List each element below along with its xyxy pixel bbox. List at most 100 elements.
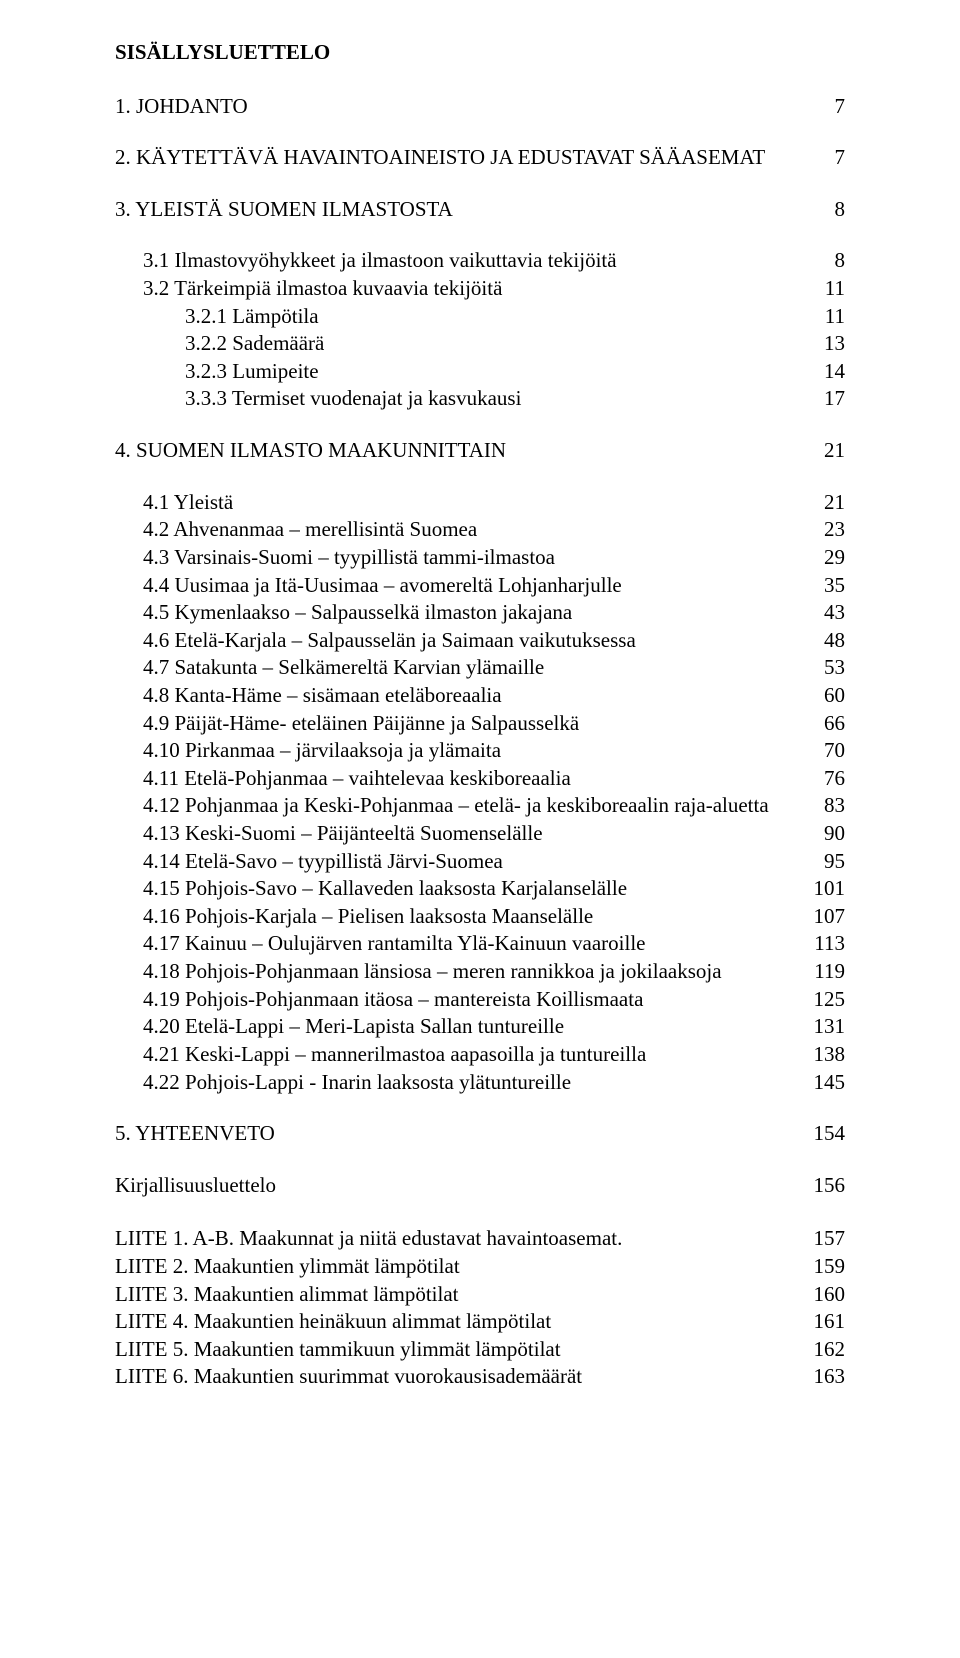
toc-label: 4.13 Keski-Suomi – Päijänteeltä Suomense… [143, 821, 812, 847]
toc-row-3-2-2: 3.2.2 Sademäärä 13 [115, 331, 845, 357]
toc-page: 113 [802, 931, 845, 957]
toc-row-l2: LIITE 2. Maakuntien ylimmät lämpötilat 1… [115, 1254, 845, 1280]
toc-label: 4.5 Kymenlaakso – Salpausselkä ilmaston … [143, 600, 812, 626]
toc-row-4-2: 4.2 Ahvenanmaa – merellisintä Suomea 23 [115, 517, 845, 543]
toc-row-4-11: 4.11 Etelä-Pohjanmaa – vaihtelevaa keski… [115, 766, 845, 792]
toc-page: 161 [802, 1309, 846, 1335]
toc-row-4-12: 4.12 Pohjanmaa ja Keski-Pohjanmaa – etel… [115, 793, 845, 819]
toc-label: 3.2 Tärkeimpiä ilmastoa kuvaavia tekijöi… [143, 276, 813, 302]
toc-label: 3. YLEISTÄ SUOMEN ILMASTOSTA [115, 197, 823, 223]
toc-label: 4.14 Etelä-Savo – tyypillistä Järvi-Suom… [143, 849, 812, 875]
toc-label: 4.4 Uusimaa ja Itä-Uusimaa – avomereltä … [143, 573, 812, 599]
toc-label: 3.2.1 Lämpötila [185, 304, 813, 330]
toc-label: 4.12 Pohjanmaa ja Keski-Pohjanmaa – etel… [143, 793, 812, 819]
toc-row-l5: LIITE 5. Maakuntien tammikuun ylimmät lä… [115, 1337, 845, 1363]
toc-label: 4.22 Pohjois-Lappi - Inarin laaksosta yl… [143, 1070, 802, 1096]
toc-row-l1: LIITE 1. A-B. Maakunnat ja niitä edustav… [115, 1226, 845, 1252]
toc-row-4-16: 4.16 Pohjois-Karjala – Pielisen laaksost… [115, 904, 845, 930]
toc-label: 4.16 Pohjois-Karjala – Pielisen laaksost… [143, 904, 802, 930]
toc-page: 35 [812, 573, 845, 599]
toc-page: 29 [812, 545, 845, 571]
toc-page: 107 [802, 904, 846, 930]
toc-label: LIITE 2. Maakuntien ylimmät lämpötilat [115, 1254, 802, 1280]
toc-label: 4.9 Päijät-Häme- eteläinen Päijänne ja S… [143, 711, 812, 737]
toc-label: 4.19 Pohjois-Pohjanmaan itäosa – mantere… [143, 987, 802, 1013]
toc-title: SISÄLLYSLUETTELO [115, 40, 845, 66]
toc-page: 48 [812, 628, 845, 654]
toc-page: 8 [823, 248, 846, 274]
toc-label: 4.21 Keski-Lappi – mannerilmastoa aapaso… [143, 1042, 802, 1068]
toc-page: 66 [812, 711, 845, 737]
toc-page: 21 [812, 490, 845, 516]
toc-label: 4.17 Kainuu – Oulujärven rantamilta Ylä-… [143, 931, 802, 957]
toc-row-3: 3. YLEISTÄ SUOMEN ILMASTOSTA 8 [115, 197, 845, 223]
toc-page: 7 [823, 145, 846, 171]
toc-row-4-1: 4.1 Yleistä 21 [115, 490, 845, 516]
toc-label: LIITE 6. Maakuntien suurimmat vuorokausi… [115, 1364, 802, 1390]
toc-label: Kirjallisuusluettelo [115, 1173, 802, 1199]
toc-page: 156 [802, 1173, 846, 1199]
toc-label: 4.7 Satakunta – Selkämereltä Karvian ylä… [143, 655, 812, 681]
toc-label: 4.3 Varsinais-Suomi – tyypillistä tammi-… [143, 545, 812, 571]
toc-row-4-8: 4.8 Kanta-Häme – sisämaan eteläboreaalia… [115, 683, 845, 709]
toc-page: 53 [812, 655, 845, 681]
toc-page: 163 [802, 1364, 846, 1390]
toc-row-l6: LIITE 6. Maakuntien suurimmat vuorokausi… [115, 1364, 845, 1390]
toc-page: 60 [812, 683, 845, 709]
toc-page: 23 [812, 517, 845, 543]
toc-label: LIITE 5. Maakuntien tammikuun ylimmät lä… [115, 1337, 802, 1363]
toc-page: 90 [812, 821, 845, 847]
toc-row-3-3-3: 3.3.3 Termiset vuodenajat ja kasvukausi … [115, 386, 845, 412]
toc-label: 3.1 Ilmastovyöhykkeet ja ilmastoon vaiku… [143, 248, 823, 274]
toc-label: 2. KÄYTETTÄVÄ HAVAINTOAINEISTO JA EDUSTA… [115, 145, 823, 171]
toc-row-l4: LIITE 4. Maakuntien heinäkuun alimmat lä… [115, 1309, 845, 1335]
toc-row-5: 5. YHTEENVETO 154 [115, 1121, 845, 1147]
toc-row-3-1: 3.1 Ilmastovyöhykkeet ja ilmastoon vaiku… [115, 248, 845, 274]
toc-page: 119 [802, 959, 845, 985]
toc-page: 95 [812, 849, 845, 875]
toc-label: 4.1 Yleistä [143, 490, 812, 516]
toc-label: 3.2.3 Lumipeite [185, 359, 812, 385]
toc-row-4-21: 4.21 Keski-Lappi – mannerilmastoa aapaso… [115, 1042, 845, 1068]
toc-page: 11 [813, 304, 845, 330]
toc-label: 4.11 Etelä-Pohjanmaa – vaihtelevaa keski… [143, 766, 812, 792]
toc-page: 7 [823, 94, 846, 120]
toc-label: 4.8 Kanta-Häme – sisämaan eteläboreaalia [143, 683, 812, 709]
toc-page: 125 [802, 987, 846, 1013]
toc-page: 154 [802, 1121, 846, 1147]
toc-label: 3.3.3 Termiset vuodenajat ja kasvukausi [185, 386, 812, 412]
toc-page: 162 [802, 1337, 846, 1363]
toc-label: LIITE 3. Maakuntien alimmat lämpötilat [115, 1282, 802, 1308]
toc-label: LIITE 1. A-B. Maakunnat ja niitä edustav… [115, 1226, 802, 1252]
toc-page: 101 [802, 876, 846, 902]
toc-label: 5. YHTEENVETO [115, 1121, 802, 1147]
toc-row-4-5: 4.5 Kymenlaakso – Salpausselkä ilmaston … [115, 600, 845, 626]
toc-row-4-9: 4.9 Päijät-Häme- eteläinen Päijänne ja S… [115, 711, 845, 737]
toc-row-4-19: 4.19 Pohjois-Pohjanmaan itäosa – mantere… [115, 987, 845, 1013]
toc-page: 13 [812, 331, 845, 357]
toc-label: 4.6 Etelä-Karjala – Salpausselän ja Saim… [143, 628, 812, 654]
toc-row-4-14: 4.14 Etelä-Savo – tyypillistä Järvi-Suom… [115, 849, 845, 875]
toc-page: 43 [812, 600, 845, 626]
toc-label: 4.18 Pohjois-Pohjanmaan länsiosa – meren… [143, 959, 802, 985]
toc-row-2: 2. KÄYTETTÄVÄ HAVAINTOAINEISTO JA EDUSTA… [115, 145, 845, 171]
toc-page: 131 [802, 1014, 846, 1040]
toc-row-4-7: 4.7 Satakunta – Selkämereltä Karvian ylä… [115, 655, 845, 681]
toc-row-4-15: 4.15 Pohjois-Savo – Kallaveden laaksosta… [115, 876, 845, 902]
toc-row-4-13: 4.13 Keski-Suomi – Päijänteeltä Suomense… [115, 821, 845, 847]
toc-row-4-6: 4.6 Etelä-Karjala – Salpausselän ja Saim… [115, 628, 845, 654]
toc-page: 17 [812, 386, 845, 412]
toc-page: 83 [812, 793, 845, 819]
toc-page: 11 [813, 276, 845, 302]
toc-page: 160 [802, 1282, 846, 1308]
toc-page: 157 [802, 1226, 846, 1252]
toc-page: 21 [812, 438, 845, 464]
toc-label: 4.2 Ahvenanmaa – merellisintä Suomea [143, 517, 812, 543]
toc-label: 4.10 Pirkanmaa – järvilaaksoja ja ylämai… [143, 738, 812, 764]
toc-label: 4. SUOMEN ILMASTO MAAKUNNITTAIN [115, 438, 812, 464]
toc-page: 76 [812, 766, 845, 792]
toc-page: 8 [823, 197, 846, 223]
toc-row-3-2-1: 3.2.1 Lämpötila 11 [115, 304, 845, 330]
toc-page: 145 [802, 1070, 846, 1096]
toc-row-4: 4. SUOMEN ILMASTO MAAKUNNITTAIN 21 [115, 438, 845, 464]
